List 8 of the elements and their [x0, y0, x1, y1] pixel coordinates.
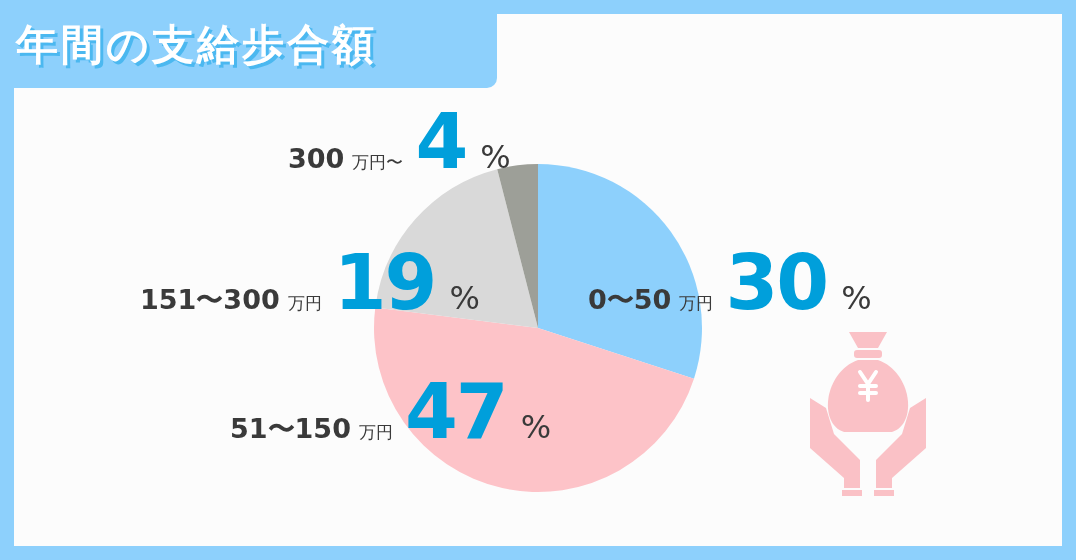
data-label: 30%	[725, 238, 872, 329]
slice-label: 151〜300 万円	[140, 283, 322, 317]
slice-label: 51〜150 万円	[230, 412, 393, 446]
slice-label: 300 万円〜	[288, 142, 404, 176]
data-label: 4%	[415, 97, 511, 188]
data-label: 19%	[333, 238, 480, 329]
chart-title: 年間の支給歩合額	[16, 19, 377, 71]
data-label: 47%	[404, 367, 552, 458]
